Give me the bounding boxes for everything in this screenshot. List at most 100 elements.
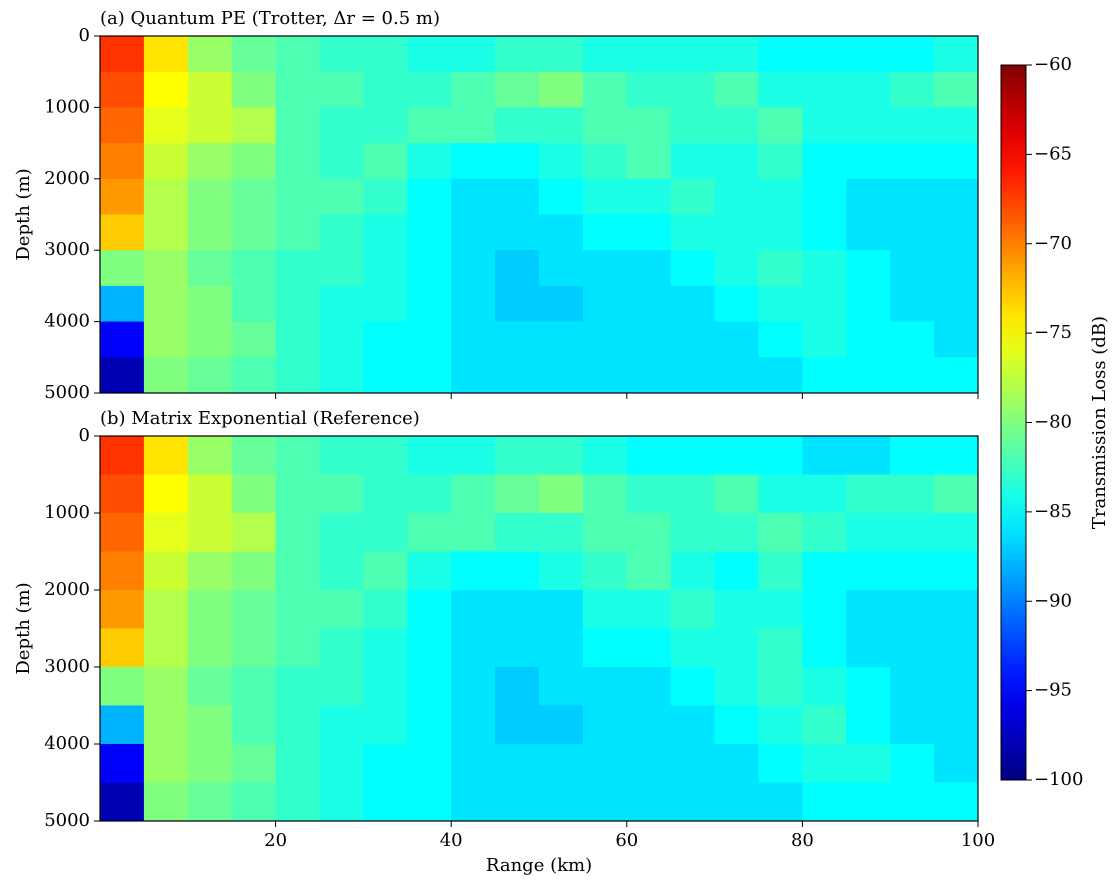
heatmap-cell	[539, 436, 584, 475]
heatmap-cell	[626, 107, 672, 144]
heatmap-cell	[670, 782, 716, 822]
heatmap-cell	[539, 705, 584, 745]
heatmap-cell	[934, 214, 979, 251]
heatmap-cell	[495, 178, 540, 215]
heatmap-cell	[495, 71, 540, 108]
heatmap-cell	[846, 436, 891, 475]
heatmap-cell	[363, 321, 408, 358]
heatmap-cell	[275, 705, 320, 745]
heatmap-cell	[275, 436, 320, 475]
heatmap-cell	[934, 705, 979, 745]
heatmap-cell	[319, 705, 364, 745]
heatmap-cell	[231, 782, 277, 822]
y-tick-label: 3000	[44, 656, 90, 677]
heatmap-cell	[802, 178, 847, 215]
heatmap-cell	[890, 628, 935, 668]
heatmap-cell	[802, 321, 847, 358]
heatmap-cell	[495, 667, 540, 706]
panel-title: (b) Matrix Exponential (Reference)	[100, 408, 420, 429]
y-tick-label: 1000	[44, 502, 90, 523]
heatmap-cell	[539, 143, 584, 180]
heatmap-cell	[582, 513, 628, 552]
heatmap-cell	[187, 782, 233, 822]
heatmap-cell	[231, 143, 277, 180]
x-tick-label: 20	[264, 830, 287, 851]
heatmap-cell	[934, 321, 979, 358]
heatmap-cell	[407, 178, 452, 215]
heatmap-cell	[231, 590, 277, 629]
heatmap-cell	[100, 250, 145, 287]
heatmap-cell	[758, 590, 803, 629]
y-tick-label: 4000	[44, 733, 90, 754]
heatmap-cell	[934, 513, 979, 552]
heatmap-cell	[626, 178, 672, 215]
heatmap-cell	[802, 214, 847, 251]
heatmap-cell	[319, 628, 364, 668]
heatmap-cell	[407, 250, 452, 287]
y-tick-label: 0	[79, 425, 90, 446]
heatmap-cell	[143, 474, 189, 514]
heatmap-cell	[802, 436, 847, 475]
heatmap-cell	[714, 705, 759, 745]
heatmap-cell	[934, 143, 979, 180]
heatmap-cell	[100, 214, 145, 251]
heatmap-cell	[670, 36, 716, 73]
heatmap-cell	[934, 250, 979, 287]
heatmap-cell	[363, 178, 408, 215]
heatmap-cell	[319, 143, 364, 180]
panel-title: (a) Quantum PE (Trotter, Δr = 0.5 m)	[100, 8, 440, 29]
heatmap-cell	[363, 782, 408, 822]
heatmap-cell	[407, 321, 452, 358]
heatmap-cell	[231, 705, 277, 745]
heatmap-cell	[231, 107, 277, 144]
heatmap-cell	[890, 667, 935, 706]
heatmap-cell	[802, 71, 847, 108]
heatmap-cell	[714, 357, 759, 394]
heatmap-cell	[275, 36, 320, 73]
heatmap-cell	[582, 744, 628, 783]
y-tick-label: 4000	[44, 311, 90, 332]
heatmap-cell	[758, 474, 803, 514]
heatmap-cell	[407, 285, 452, 323]
heatmap-cell	[890, 71, 935, 108]
heatmap-cell	[934, 590, 979, 629]
heatmap-cell	[890, 357, 935, 394]
heatmap-cell	[275, 321, 320, 358]
heatmap-cell	[187, 474, 233, 514]
plot-frame	[99, 435, 979, 822]
heatmap-cell	[363, 667, 408, 706]
heatmap-cell	[319, 71, 364, 108]
heatmap-cell	[363, 551, 408, 591]
colorbar-tick-label: −65	[1034, 143, 1072, 164]
heatmap-cell	[890, 285, 935, 323]
heatmap-cell	[539, 667, 584, 706]
heatmap-cell	[143, 285, 189, 323]
heatmap-cell	[363, 250, 408, 287]
heatmap-cell	[143, 513, 189, 552]
heatmap-cell	[495, 782, 540, 822]
heatmap-cell	[100, 590, 145, 629]
heatmap-cell	[407, 590, 452, 629]
heatmap-cell	[187, 628, 233, 668]
heatmap-cell	[495, 590, 540, 629]
heatmap-cell	[890, 513, 935, 552]
heatmap-cell	[231, 36, 277, 73]
colorbar-tick-label: −70	[1034, 233, 1072, 254]
heatmap-cell	[890, 590, 935, 629]
heatmap-cell	[407, 143, 452, 180]
heatmap-cell	[714, 590, 759, 629]
heatmap-cell	[802, 705, 847, 745]
heatmap-cell	[187, 357, 233, 394]
heatmap-cell	[495, 36, 540, 73]
heatmap-cell	[582, 214, 628, 251]
heatmap-cell	[407, 474, 452, 514]
heatmap-cell	[319, 551, 364, 591]
heatmap-cell	[670, 107, 716, 144]
heatmap-cell	[143, 71, 189, 108]
heatmap-cell	[187, 107, 233, 144]
heatmap-cell	[626, 782, 672, 822]
heatmap-cell	[539, 250, 584, 287]
heatmap-cell	[319, 250, 364, 287]
colorbar-tick-label: −80	[1034, 412, 1072, 433]
heatmap-cell	[670, 214, 716, 251]
